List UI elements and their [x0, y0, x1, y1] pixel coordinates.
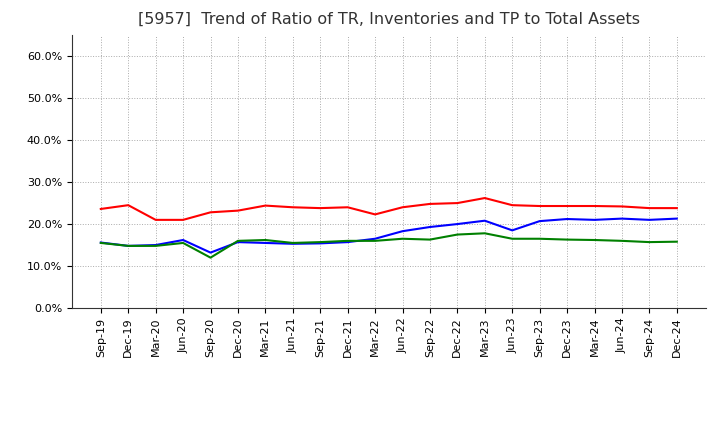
- Trade Payables: [206, 255, 215, 260]
- Inventories: [179, 237, 187, 242]
- Inventories: [426, 224, 434, 230]
- Trade Receivables: [206, 210, 215, 215]
- Trade Payables: [508, 236, 516, 242]
- Inventories: [672, 216, 681, 221]
- Trade Receivables: [261, 203, 270, 208]
- Trade Receivables: [151, 217, 160, 223]
- Trade Payables: [289, 240, 297, 246]
- Trade Receivables: [289, 205, 297, 210]
- Trade Payables: [426, 237, 434, 242]
- Trade Receivables: [563, 203, 572, 209]
- Trade Payables: [672, 239, 681, 244]
- Inventories: [233, 239, 242, 245]
- Trade Payables: [179, 240, 187, 246]
- Trade Payables: [151, 243, 160, 249]
- Trade Receivables: [233, 208, 242, 213]
- Trade Payables: [371, 238, 379, 243]
- Inventories: [151, 242, 160, 248]
- Trade Payables: [343, 238, 352, 243]
- Inventories: [645, 217, 654, 223]
- Trade Receivables: [124, 202, 132, 208]
- Inventories: [508, 228, 516, 233]
- Inventories: [618, 216, 626, 221]
- Trade Receivables: [480, 195, 489, 201]
- Inventories: [206, 250, 215, 255]
- Trade Receivables: [426, 201, 434, 206]
- Title: [5957]  Trend of Ratio of TR, Inventories and TP to Total Assets: [5957] Trend of Ratio of TR, Inventories…: [138, 12, 640, 27]
- Trade Payables: [124, 243, 132, 249]
- Trade Receivables: [645, 205, 654, 211]
- Inventories: [398, 228, 407, 234]
- Trade Payables: [536, 236, 544, 242]
- Trade Payables: [398, 236, 407, 242]
- Inventories: [289, 241, 297, 246]
- Trade Payables: [96, 240, 105, 246]
- Trade Receivables: [536, 203, 544, 209]
- Trade Receivables: [398, 205, 407, 210]
- Line: Trade Payables: Trade Payables: [101, 233, 677, 258]
- Inventories: [96, 240, 105, 245]
- Inventories: [536, 219, 544, 224]
- Trade Payables: [618, 238, 626, 243]
- Trade Receivables: [453, 201, 462, 206]
- Trade Payables: [233, 238, 242, 243]
- Trade Receivables: [672, 205, 681, 211]
- Line: Trade Receivables: Trade Receivables: [101, 198, 677, 220]
- Inventories: [343, 239, 352, 245]
- Trade Receivables: [590, 203, 599, 209]
- Trade Receivables: [508, 202, 516, 208]
- Trade Payables: [261, 237, 270, 242]
- Trade Payables: [316, 239, 325, 245]
- Trade Receivables: [96, 206, 105, 212]
- Trade Receivables: [371, 212, 379, 217]
- Trade Receivables: [618, 204, 626, 209]
- Line: Inventories: Inventories: [101, 219, 677, 253]
- Trade Payables: [453, 232, 462, 237]
- Trade Payables: [590, 237, 599, 242]
- Inventories: [124, 243, 132, 249]
- Trade Receivables: [343, 205, 352, 210]
- Inventories: [563, 216, 572, 222]
- Trade Receivables: [179, 217, 187, 223]
- Inventories: [316, 241, 325, 246]
- Trade Receivables: [316, 205, 325, 211]
- Inventories: [480, 218, 489, 224]
- Trade Payables: [480, 231, 489, 236]
- Inventories: [590, 217, 599, 223]
- Trade Payables: [645, 239, 654, 245]
- Trade Payables: [563, 237, 572, 242]
- Inventories: [371, 236, 379, 242]
- Inventories: [453, 221, 462, 227]
- Inventories: [261, 240, 270, 246]
